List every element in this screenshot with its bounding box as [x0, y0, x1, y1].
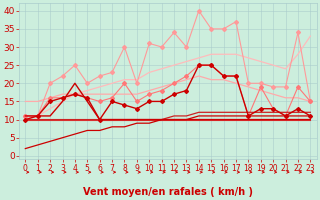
X-axis label: Vent moyen/en rafales ( km/h ): Vent moyen/en rafales ( km/h ): [83, 187, 253, 197]
